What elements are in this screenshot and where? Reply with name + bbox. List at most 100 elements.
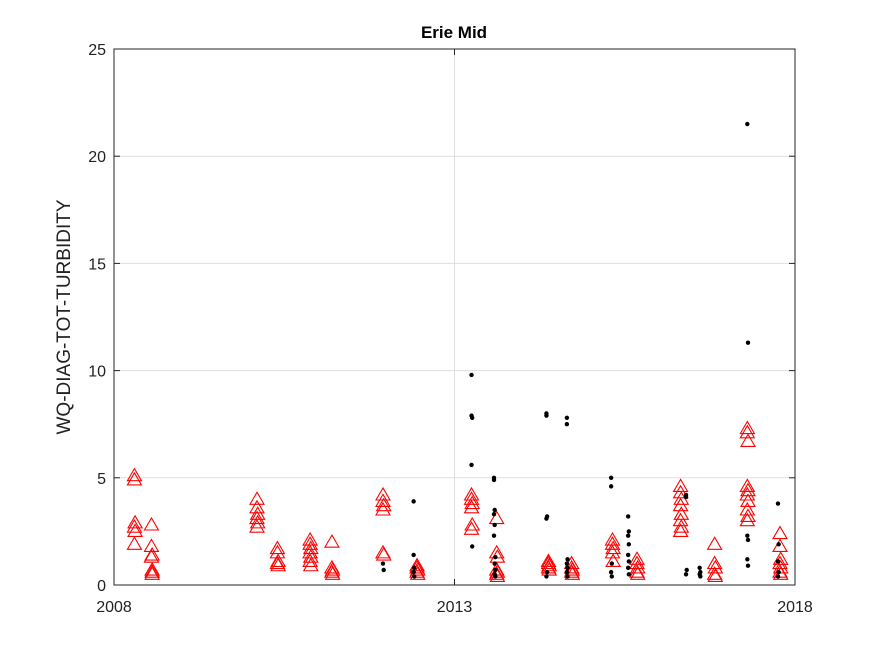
- modelled-dot-point: [493, 567, 498, 573]
- modelled-dot-point: [625, 533, 631, 538]
- modelled-dot-point: [381, 567, 386, 573]
- observed-triangle-point: [740, 482, 756, 497]
- observed-triangle-point: [126, 536, 143, 550]
- observed-triangle-point: [375, 546, 392, 561]
- modelled-dot-point: [470, 544, 475, 549]
- observed-triangle-point: [672, 497, 689, 512]
- y-tick-label: 0: [97, 578, 106, 595]
- observed-triangle-point: [127, 514, 144, 529]
- modelled-dot-point: [609, 574, 615, 579]
- modelled-dot-point: [745, 533, 750, 538]
- observed-triangle-point: [604, 544, 621, 559]
- modelled-dot-point: [565, 565, 570, 571]
- axis-ticks: [113, 48, 796, 586]
- observed-triangle-point: [772, 538, 788, 552]
- modelled-dot-point: [544, 569, 550, 575]
- observed-triangle-point: [605, 553, 622, 568]
- modelled-dot-point: [609, 561, 615, 566]
- observed-triangle-point: [144, 561, 161, 576]
- observed-triangle-point: [707, 559, 724, 574]
- observed-triangle-point: [144, 566, 161, 580]
- observed-triangle-point: [409, 557, 426, 572]
- y-tick-label: 5: [97, 471, 106, 488]
- modelled-dot-point: [491, 533, 497, 538]
- modelled-dot-point: [626, 559, 632, 564]
- observed-triangle-point: [144, 564, 161, 578]
- modelled-dot-point: [565, 574, 570, 579]
- modelled-dot-point: [745, 537, 751, 543]
- observed-triangle-point: [249, 519, 265, 533]
- observed-triangle-point: [564, 566, 581, 580]
- observed-triangle-point: [375, 497, 392, 512]
- observed-triangle-point: [126, 467, 143, 482]
- observed-triangle-point: [707, 568, 724, 583]
- observed-triangle-point: [464, 516, 481, 531]
- observed-triangle-point: [629, 559, 646, 574]
- modelled-dot-point: [411, 569, 416, 575]
- modelled-dot-point: [491, 512, 497, 517]
- observed-triangle-point: [740, 493, 756, 507]
- observed-triangle-point: [324, 566, 341, 580]
- observed-triangle-point: [463, 499, 480, 514]
- modelled-dot-point: [544, 516, 549, 521]
- modelled-dot-point: [626, 542, 632, 547]
- observed-triangle-point: [739, 501, 756, 516]
- modelled-dot-point: [564, 561, 570, 566]
- modelled-dot-point: [697, 565, 702, 571]
- modelled-dot-point: [625, 565, 631, 571]
- observed-triangle-point: [269, 544, 286, 559]
- observed-triangle-point: [127, 523, 144, 537]
- observed-triangle-point: [249, 491, 265, 505]
- x-tick-label: 2013: [437, 599, 473, 616]
- observed-triangle-point: [143, 538, 160, 552]
- observed-triangle-point: [739, 512, 756, 527]
- modelled-dot-point: [544, 574, 549, 579]
- modelled-dot-point: [683, 494, 689, 500]
- observed-triangle-point: [672, 478, 689, 492]
- modelled-dot-point: [626, 529, 632, 534]
- observed-triangle-point: [739, 478, 756, 492]
- observed-triangle-point: [463, 521, 480, 535]
- observed-triangle-point: [772, 551, 789, 565]
- modelled-dot-point: [564, 569, 570, 575]
- data-marks: [126, 121, 789, 583]
- modelled-dot-point: [411, 499, 416, 504]
- observed-triangle-point: [629, 566, 646, 580]
- modelled-dot-point: [745, 121, 750, 127]
- y-tick-label: 20: [88, 149, 106, 166]
- observed-triangle-point: [604, 536, 621, 550]
- modelled-dot-point: [564, 415, 570, 420]
- modelled-dot-point: [626, 572, 632, 577]
- observed-triangle-point: [375, 501, 391, 516]
- y-tick-label: 10: [88, 364, 106, 381]
- observed-triangle-point: [540, 553, 557, 568]
- observed-triangle-point: [706, 536, 723, 550]
- modelled-dot-point: [411, 552, 416, 558]
- y-tick-label: 25: [88, 42, 106, 59]
- modelled-dot-point: [608, 475, 614, 480]
- modelled-dot-point: [775, 559, 781, 564]
- observed-triangle-point: [375, 493, 391, 507]
- observed-triangle-point: [126, 519, 143, 533]
- grid-lines: [114, 49, 795, 585]
- modelled-dot-point: [492, 561, 497, 566]
- observed-triangle-point: [739, 420, 756, 435]
- modelled-dot-point: [776, 569, 781, 575]
- modelled-dot-point: [491, 477, 497, 483]
- observed-triangle-point: [270, 557, 287, 572]
- modelled-dot-point: [683, 572, 689, 577]
- observed-triangle-point: [463, 491, 480, 505]
- observed-triangle-point: [249, 499, 265, 514]
- observed-triangle-point: [126, 471, 143, 486]
- y-axis-label: WQ-DIAG-TOT-TURBIDITY: [54, 199, 75, 434]
- modelled-dot-point: [470, 415, 475, 420]
- modelled-dot-point: [412, 565, 417, 571]
- observed-triangle-point: [672, 512, 689, 527]
- observed-triangle-point: [672, 523, 689, 537]
- modelled-dot-point: [745, 557, 750, 562]
- observed-triangle-point: [323, 534, 340, 548]
- observed-triangle-point: [249, 506, 266, 520]
- observed-triangle-point: [302, 557, 319, 572]
- observed-triangle-point: [249, 510, 265, 525]
